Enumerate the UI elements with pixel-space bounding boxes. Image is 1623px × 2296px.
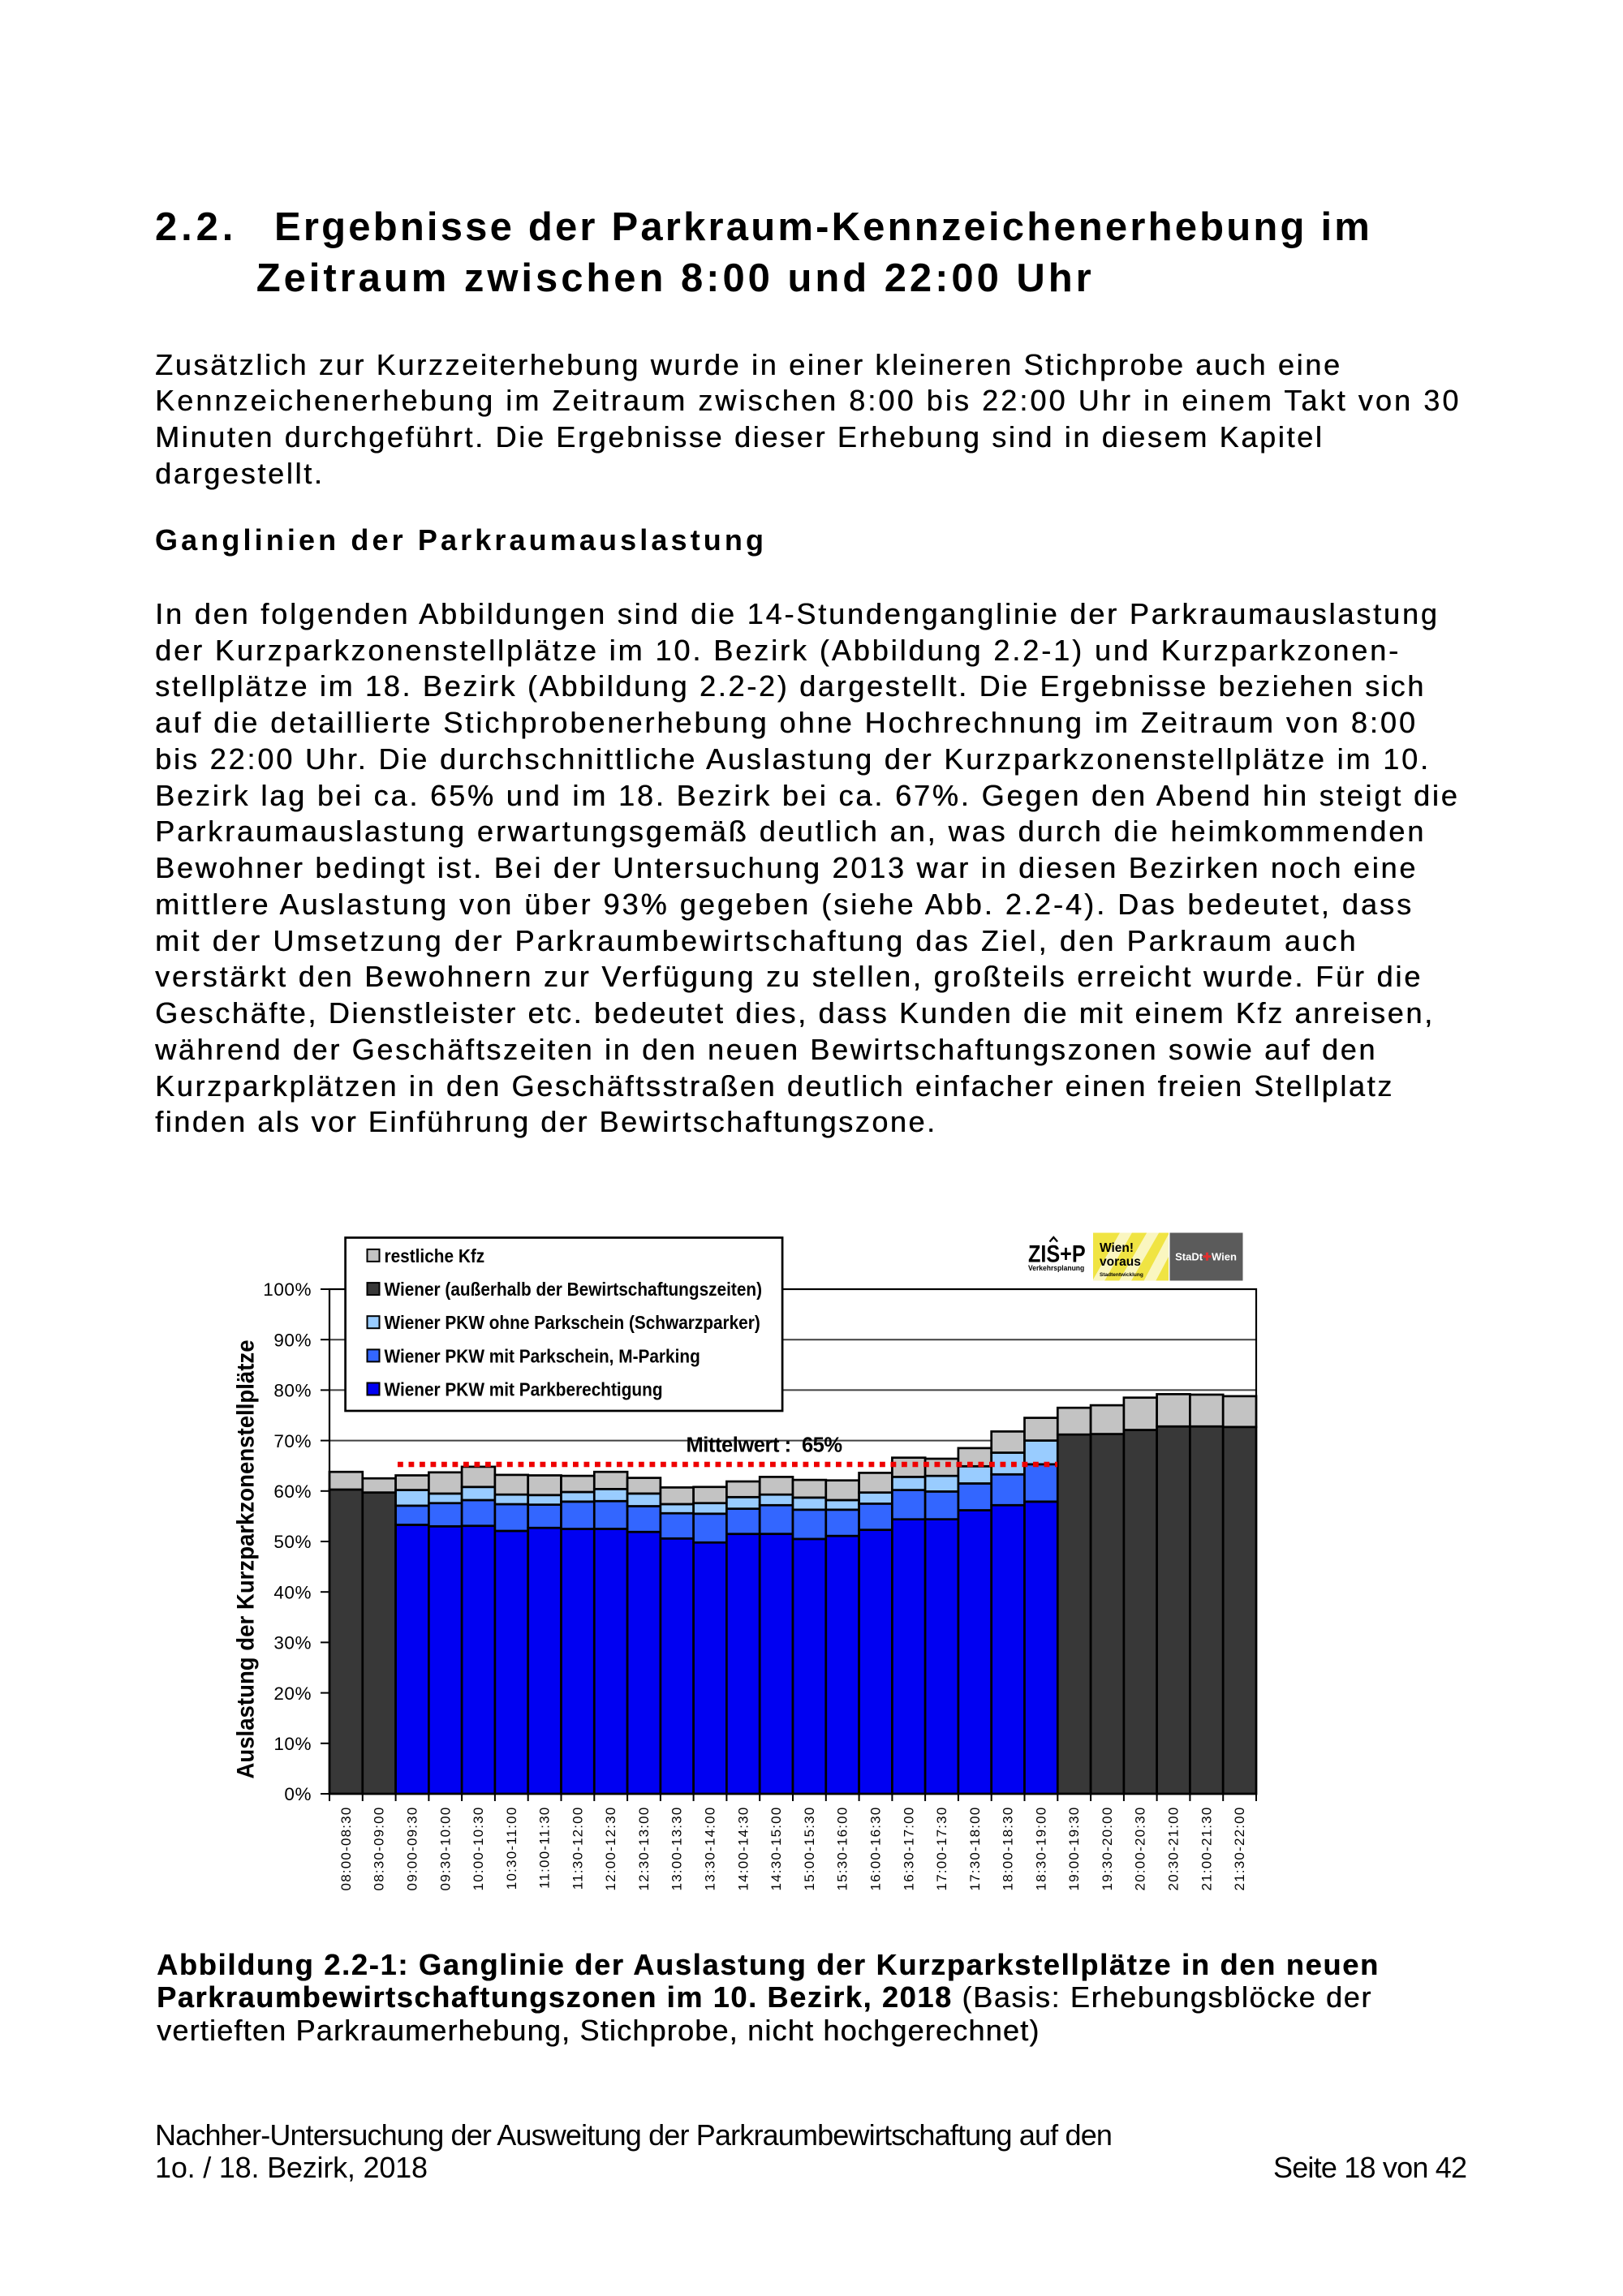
- svg-text:Wiener PKW mit Parkschein, M-P: Wiener PKW mit Parkschein, M-Parking: [385, 1345, 700, 1366]
- svg-text:30%: 30%: [273, 1633, 312, 1653]
- svg-text:Wiener PKW ohne Parkschein (Sc: Wiener PKW ohne Parkschein (Schwarzparke…: [385, 1312, 760, 1333]
- svg-text:80%: 80%: [273, 1381, 312, 1401]
- svg-text:Verkehrsplanung: Verkehrsplanung: [1028, 1264, 1084, 1273]
- svg-text:18:30-19:00: 18:30-19:00: [1033, 1807, 1048, 1891]
- svg-text:40%: 40%: [273, 1582, 312, 1602]
- svg-text:19:30-20:00: 19:30-20:00: [1100, 1807, 1115, 1891]
- svg-text:Auslastung der Kurzparkzonenst: Auslastung der Kurzparkzonenstellplätze: [232, 1339, 259, 1778]
- svg-text:14:30-15:00: 14:30-15:00: [768, 1807, 784, 1891]
- svg-text:Mittelwert : 65%: Mittelwert : 65%: [687, 1434, 842, 1457]
- svg-text:70%: 70%: [273, 1431, 312, 1451]
- svg-text:21:00-21:30: 21:00-21:30: [1199, 1807, 1214, 1891]
- svg-text:21:30-22:00: 21:30-22:00: [1232, 1807, 1247, 1891]
- svg-text:20:00-20:30: 20:00-20:30: [1133, 1807, 1148, 1891]
- svg-text:09:00-09:30: 09:00-09:30: [405, 1807, 420, 1891]
- svg-text:18:00-18:30: 18:00-18:30: [1001, 1807, 1016, 1891]
- svg-text:20:30-21:00: 20:30-21:00: [1166, 1807, 1182, 1891]
- svg-text:10:00-10:30: 10:00-10:30: [471, 1807, 486, 1891]
- svg-text:15:00-15:30: 15:00-15:30: [802, 1807, 817, 1891]
- svg-text:08:30-09:00: 08:30-09:00: [372, 1807, 387, 1891]
- svg-text:100%: 100%: [263, 1279, 312, 1300]
- svg-text:10:30-11:00: 10:30-11:00: [504, 1807, 519, 1890]
- svg-text:09:30-10:00: 09:30-10:00: [437, 1807, 453, 1891]
- svg-text:Stadtentwicklung: Stadtentwicklung: [1100, 1272, 1143, 1278]
- svg-text:11:30-12:00: 11:30-12:00: [570, 1807, 585, 1890]
- svg-text:60%: 60%: [273, 1481, 312, 1502]
- svg-text:0%: 0%: [284, 1784, 312, 1804]
- svg-text:19:00-19:30: 19:00-19:30: [1066, 1807, 1082, 1891]
- svg-text:13:30-14:00: 13:30-14:00: [703, 1807, 718, 1891]
- svg-text:16:30-17:00: 16:30-17:00: [901, 1807, 916, 1891]
- svg-text:17:00-17:30: 17:00-17:30: [934, 1807, 949, 1891]
- svg-text:14:00-14:30: 14:00-14:30: [735, 1807, 751, 1891]
- svg-text:voraus: voraus: [1100, 1255, 1141, 1269]
- svg-text:10%: 10%: [273, 1734, 312, 1754]
- svg-text:08:00-08:30: 08:00-08:30: [338, 1807, 354, 1891]
- svg-text:15:30-16:00: 15:30-16:00: [835, 1807, 850, 1891]
- svg-text:12:00-12:30: 12:00-12:30: [603, 1807, 618, 1891]
- svg-text:16:00-16:30: 16:00-16:30: [868, 1807, 884, 1891]
- svg-text:13:00-13:30: 13:00-13:30: [669, 1807, 685, 1891]
- svg-text:Wiener PKW mit Parkberechtigun: Wiener PKW mit Parkberechtigung: [385, 1378, 663, 1400]
- svg-text:12:30-13:00: 12:30-13:00: [636, 1807, 652, 1891]
- svg-text:90%: 90%: [273, 1330, 312, 1350]
- svg-text:Wien!: Wien!: [1100, 1241, 1134, 1255]
- svg-text:ZIS+P: ZIS+P: [1028, 1240, 1086, 1267]
- svg-text:50%: 50%: [273, 1532, 312, 1552]
- svg-text:20%: 20%: [273, 1683, 312, 1704]
- svg-text:11:00-11:30: 11:00-11:30: [537, 1807, 553, 1889]
- svg-text:Wiener (außerhalb der Bewirtsc: Wiener (außerhalb der Bewirtschaftungsze…: [385, 1279, 763, 1300]
- svg-text:StaDt✚Wien: StaDt✚Wien: [1175, 1251, 1237, 1263]
- svg-text:17:30-18:00: 17:30-18:00: [967, 1807, 983, 1891]
- svg-text:restliche Kfz: restliche Kfz: [385, 1245, 485, 1266]
